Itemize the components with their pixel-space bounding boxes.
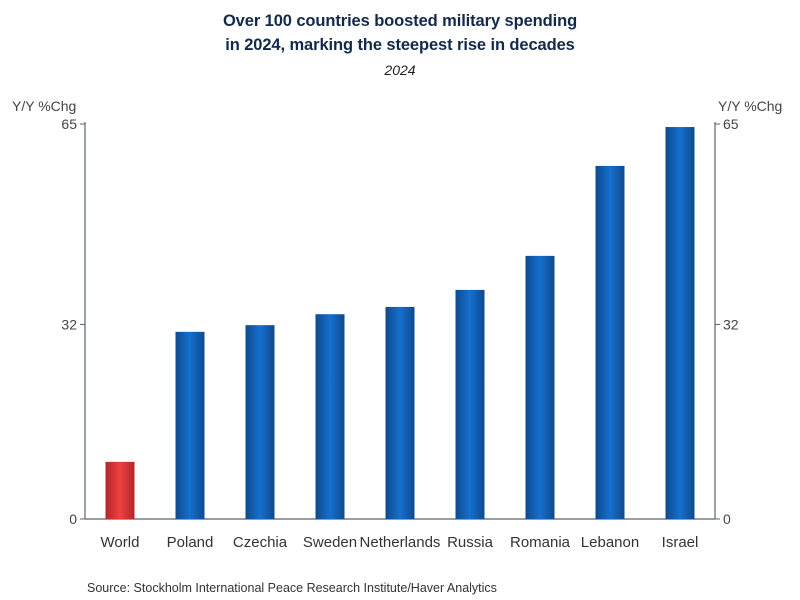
bar-sweden: [315, 314, 345, 519]
y-axis-label-right: Y/Y %Chg: [718, 98, 782, 114]
bar-czechia: [245, 325, 275, 519]
y-tick-label-left: 65: [61, 116, 77, 132]
y-axis-label-left: Y/Y %Chg: [12, 98, 76, 114]
source-note: Source: Stockholm International Peace Re…: [87, 581, 497, 595]
chart-title: Over 100 countries boosted military spen…: [0, 9, 800, 57]
bar-russia: [455, 289, 485, 519]
chart-title-line-1: Over 100 countries boosted military spen…: [222, 12, 578, 30]
x-tick-label-romania: Romania: [510, 534, 571, 551]
bar-netherlands: [385, 306, 415, 519]
y-tick-label-left: 32: [61, 317, 77, 333]
chart-subtitle: 2024: [384, 62, 416, 78]
bar-lebanon: [595, 165, 625, 519]
axes: 0 0 32 32 65 65: [61, 116, 738, 527]
chart-title-line-2: in 2024, marking the steepest rise in de…: [225, 36, 575, 54]
x-tick-label-sweden: Sweden: [303, 534, 357, 551]
bar-poland: [175, 331, 205, 519]
bar-romania: [525, 255, 555, 519]
bar-world: [105, 461, 135, 519]
y-tick-label-left: 0: [69, 511, 77, 527]
x-tick-label-russia: Russia: [447, 534, 494, 551]
x-tick-label-poland: Poland: [167, 534, 214, 551]
x-tick-label-world: World: [101, 534, 140, 551]
y-tick-label-right: 0: [723, 511, 731, 527]
x-tick-label-lebanon: Lebanon: [581, 534, 639, 551]
y-tick-label-right: 32: [723, 317, 739, 333]
bar-israel: [665, 127, 695, 520]
category-labels: World Poland Czechia Sweden Netherlands Russi…: [101, 534, 699, 551]
y-tick-label-right: 65: [723, 116, 739, 132]
x-tick-label-czechia: Czechia: [233, 534, 288, 551]
x-tick-label-netherlands: Netherlands: [360, 534, 441, 551]
bars: [105, 127, 695, 520]
x-tick-label-israel: Israel: [662, 534, 699, 551]
